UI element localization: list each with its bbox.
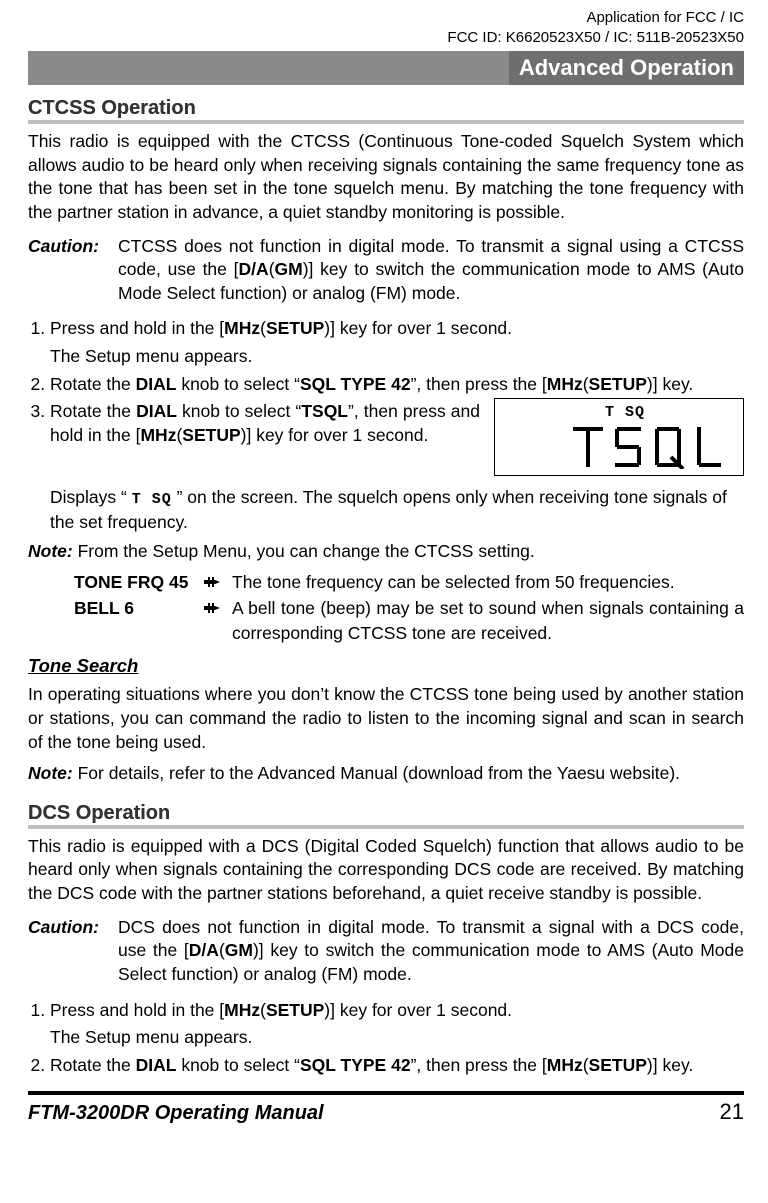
- ctcss-step-2: Rotate the DIAL knob to select “SQL TYPE…: [50, 373, 744, 397]
- ctcss-note: Note: From the Setup Menu, you can chang…: [28, 540, 744, 564]
- dial-knob-2: DIAL: [136, 401, 177, 421]
- caution-label: Caution:: [28, 235, 118, 306]
- key-gm-2: GM: [225, 940, 253, 960]
- lcd-big-text: [571, 425, 725, 469]
- page: Application for FCC / IC FCC ID: K662052…: [0, 0, 768, 1135]
- caution-body: CTCSS does not function in digital mode.…: [118, 235, 744, 306]
- step3-pre: Rotate the: [50, 401, 136, 421]
- note-label-2: Note:: [28, 763, 73, 783]
- header-line-2: FCC ID: K6620523X50 / IC: 511B-20523X50: [28, 28, 744, 48]
- key-setup-5: SETUP: [589, 1055, 647, 1075]
- opt2-key: BELL 6: [74, 596, 204, 621]
- key-mhz-3: MHz: [140, 425, 176, 445]
- lcd-display: T SQ: [494, 398, 744, 476]
- key-mhz-4: MHz: [224, 1000, 260, 1020]
- seg-S: [611, 425, 645, 469]
- footer-title: FTM-3200DR Operating Manual: [28, 1102, 324, 1125]
- step3-text: Rotate the DIAL knob to select “TSQL”, t…: [50, 400, 480, 447]
- key-setup-3: SETUP: [182, 425, 240, 445]
- footer-page: 21: [720, 1099, 744, 1125]
- seg-T: [571, 425, 605, 469]
- ctcss-options: TONE FRQ 45 The tone frequency can be se…: [74, 570, 744, 646]
- step2-mid: knob to select “: [176, 374, 300, 394]
- section-banner: Advanced Operation: [28, 51, 744, 85]
- ctcss-step-3: Rotate the DIAL knob to select “TSQL”, t…: [50, 400, 744, 476]
- dcs-step2-pre: Rotate the: [50, 1055, 136, 1075]
- step3-post: ] key for over 1 second.: [246, 425, 428, 445]
- dcs-step1-post: ] key for over 1 second.: [330, 1000, 512, 1020]
- section-title-ctcss: CTCSS Operation: [28, 97, 744, 124]
- tone-search-note: Note: For details, refer to the Advanced…: [28, 762, 744, 786]
- dcs-step1-pre: Press and hold in the [: [50, 1000, 224, 1020]
- opt2-val: A bell tone (beep) may be set to sound w…: [232, 596, 744, 645]
- step1-sub: The Setup menu appears.: [50, 345, 744, 369]
- opt-row-2: BELL 6 A bell tone (beep) may be set to …: [74, 596, 744, 645]
- sel-tsql: TSQL: [301, 401, 348, 421]
- step1-pre: Press and hold in the [: [50, 318, 224, 338]
- opt1-val: The tone frequency can be selected from …: [232, 570, 744, 595]
- banner-inner: Advanced Operation: [509, 51, 744, 85]
- key-setup-4: SETUP: [266, 1000, 324, 1020]
- opt1-key: TONE FRQ 45: [74, 570, 204, 595]
- step2-pre: Rotate the: [50, 374, 136, 394]
- ctcss-caution: Caution: CTCSS does not function in digi…: [28, 235, 744, 306]
- banner-title: Advanced Operation: [519, 55, 734, 81]
- dcs-step2-post: ] key.: [653, 1055, 694, 1075]
- footer: FTM-3200DR Operating Manual 21: [28, 1091, 744, 1135]
- arrow-icon: [204, 596, 232, 621]
- note-body-2: For details, refer to the Advanced Manua…: [73, 763, 680, 783]
- lcd-small-text: T SQ: [605, 403, 645, 423]
- seg-Q: [651, 425, 685, 469]
- note-label: Note:: [28, 541, 73, 561]
- ctcss-step-1: Press and hold in the [MHz(SETUP)] key f…: [50, 317, 744, 368]
- ctcss-intro: This radio is equipped with the CTCSS (C…: [28, 130, 744, 225]
- subsection-tone-search: Tone Search: [28, 655, 744, 677]
- key-setup: SETUP: [266, 318, 324, 338]
- dial-knob: DIAL: [136, 374, 177, 394]
- key-mhz: MHz: [224, 318, 260, 338]
- key-da-2: D/A: [189, 940, 219, 960]
- dcs-step-2: Rotate the DIAL knob to select “SQL TYPE…: [50, 1054, 744, 1078]
- display-note: Displays “ T SQ ” on the screen. The squ…: [50, 486, 744, 534]
- dcs-step-1: Press and hold in the [MHz(SETUP)] key f…: [50, 999, 744, 1050]
- tsq-inline-icon: T SQ: [132, 491, 172, 508]
- dcs-step2-mid2: ”, then press the [: [411, 1055, 547, 1075]
- seg-L: [691, 425, 725, 469]
- note-body: From the Setup Menu, you can change the …: [73, 541, 535, 561]
- key-mhz-2: MHz: [547, 374, 583, 394]
- tone-search-body: In operating situations where you don’t …: [28, 683, 744, 754]
- caution-body-2: DCS does not function in digital mode. T…: [118, 916, 744, 987]
- dcs-intro: This radio is equipped with a DCS (Digit…: [28, 835, 744, 906]
- sel-sqltype: SQL TYPE 42: [300, 374, 411, 394]
- dial-knob-3: DIAL: [136, 1055, 177, 1075]
- dcs-step1-sub: The Setup menu appears.: [50, 1026, 744, 1050]
- step2-mid2: ”, then press the [: [411, 374, 547, 394]
- dcs-steps: Press and hold in the [MHz(SETUP)] key f…: [50, 999, 744, 1078]
- key-gm: GM: [275, 259, 303, 279]
- opt-row-1: TONE FRQ 45 The tone frequency can be se…: [74, 570, 744, 595]
- dcs-step2-mid: knob to select “: [176, 1055, 300, 1075]
- step3-mid: knob to select “: [177, 401, 301, 421]
- header-small: Application for FCC / IC FCC ID: K662052…: [28, 8, 744, 47]
- dcs-caution: Caution: DCS does not function in digita…: [28, 916, 744, 987]
- ctcss-steps: Press and hold in the [MHz(SETUP)] key f…: [50, 317, 744, 476]
- section-title-dcs: DCS Operation: [28, 802, 744, 829]
- display-pre: Displays “: [50, 487, 132, 507]
- key-setup-2: SETUP: [589, 374, 647, 394]
- header-line-1: Application for FCC / IC: [28, 8, 744, 28]
- arrow-icon: [204, 570, 232, 595]
- key-da: D/A: [239, 259, 269, 279]
- sel-sqltype-2: SQL TYPE 42: [300, 1055, 411, 1075]
- step1-post: ] key for over 1 second.: [330, 318, 512, 338]
- caution-label-2: Caution:: [28, 916, 118, 987]
- key-mhz-5: MHz: [547, 1055, 583, 1075]
- step2-post: ] key.: [653, 374, 694, 394]
